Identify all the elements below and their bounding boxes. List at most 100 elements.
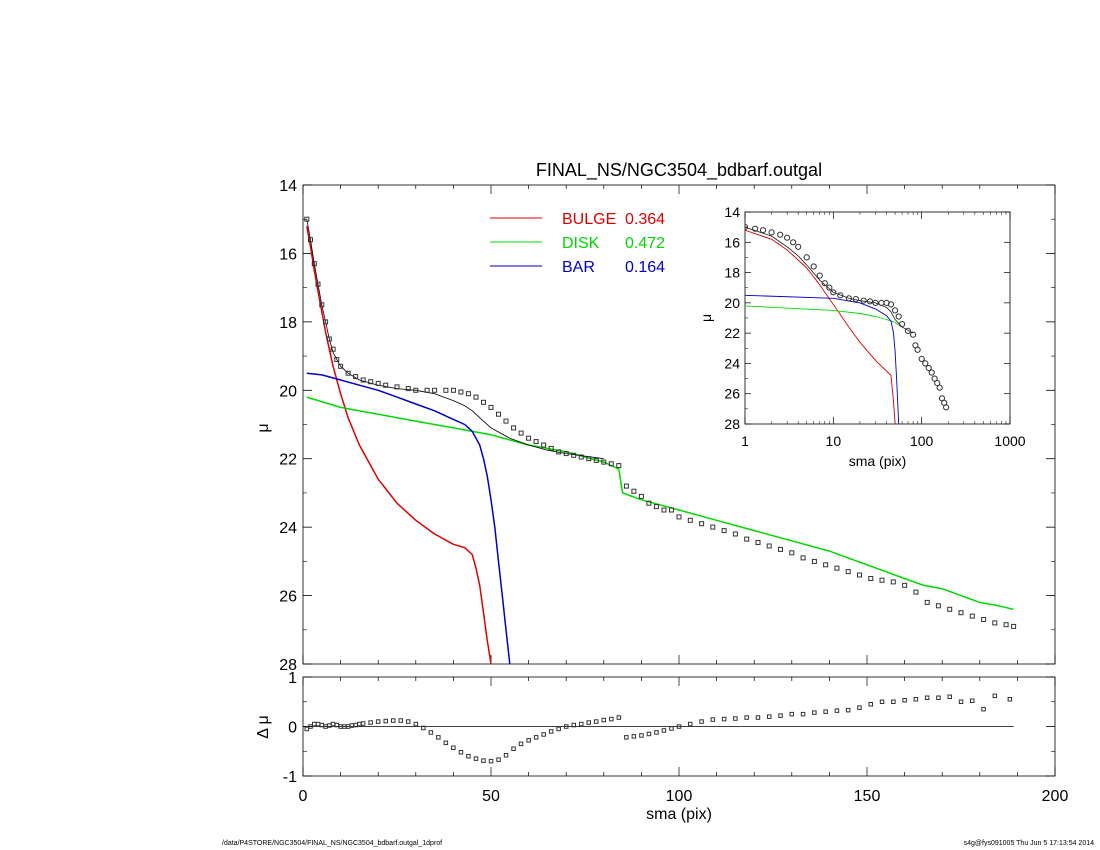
- resid-data-point: [473, 756, 479, 761]
- resid-data-point: [481, 758, 486, 763]
- inset-data-point: [852, 296, 860, 303]
- resid-data-point: [451, 745, 456, 750]
- inset-ytick-label: 20: [724, 295, 740, 311]
- resid-data-point: [936, 695, 941, 700]
- resid-data-point: [879, 699, 885, 704]
- main-data-point: [789, 550, 795, 556]
- main-ytick-label: 24: [279, 520, 297, 537]
- inset-xtick-label: 100: [910, 433, 934, 449]
- main-data-point: [465, 391, 471, 397]
- main-data-point: [413, 387, 419, 393]
- main-data-point: [623, 483, 629, 489]
- inset-ytick-label: 18: [724, 265, 740, 281]
- resid-y-axis-label: Δ μ: [255, 715, 272, 738]
- legend-bar-value: 0.164: [625, 259, 665, 276]
- main-data-point: [834, 565, 840, 571]
- resid-data-point: [443, 740, 449, 746]
- resid-data-point: [503, 753, 509, 758]
- main-disk-line: [306, 396, 1014, 611]
- main-data-point: [338, 363, 344, 369]
- main-data-point: [732, 531, 738, 537]
- resid-data-point: [688, 721, 693, 727]
- inset-data-layer: [745, 224, 950, 424]
- main-data-point: [823, 562, 829, 568]
- resid-data-point: [789, 711, 794, 717]
- resid-data-point: [330, 721, 336, 727]
- main-data-point: [405, 386, 411, 392]
- main-data-point: [304, 216, 310, 222]
- resid-data-point: [304, 726, 309, 732]
- main-data-point: [669, 507, 674, 513]
- resid-data-point: [601, 717, 606, 723]
- resid-xtick-label: 200: [1042, 788, 1069, 805]
- inset-model-line: [745, 226, 914, 334]
- resid-data-point: [1007, 697, 1013, 702]
- main-data-point: [631, 488, 637, 494]
- resid-data-point: [383, 718, 388, 724]
- resid-data-point: [458, 750, 464, 755]
- resid-data-point: [733, 716, 738, 721]
- resid-data-point: [526, 738, 531, 743]
- main-data-point: [616, 463, 622, 469]
- main-data-point: [315, 281, 321, 287]
- resid-x-axis-label: sma (pix): [646, 806, 712, 823]
- resid-data-point: [609, 716, 614, 722]
- resid-data-point: [744, 715, 749, 720]
- inset-data-point: [795, 243, 802, 250]
- inset-disk-line: [745, 305, 903, 328]
- inset-data-point: [860, 297, 867, 304]
- main-ytick-label: 22: [279, 452, 297, 469]
- resid-data-point: [315, 721, 321, 727]
- resid-data-point: [778, 713, 783, 718]
- main-data-point: [1003, 622, 1009, 628]
- main-data-point: [375, 380, 381, 386]
- resid-data-point: [586, 720, 591, 725]
- resid-data-point: [676, 724, 682, 729]
- main-data-point: [601, 459, 607, 465]
- main-data-point: [661, 507, 667, 513]
- resid-data-point: [466, 754, 471, 759]
- main-data-point: [394, 384, 400, 390]
- resid-data-point: [368, 720, 373, 725]
- resid-data-point: [624, 735, 629, 740]
- resid-data-point: [360, 721, 366, 726]
- inset-data-point: [936, 384, 943, 391]
- main-data-point: [450, 387, 456, 393]
- main-model-line: [306, 219, 604, 460]
- main-ytick-label: 14: [279, 178, 297, 195]
- inset-plot: 14 16 18 20 22 24 26 281 10 100 1000 sma (pix) μ: [698, 204, 1026, 469]
- main-data-point: [458, 389, 464, 395]
- legend-bar-label: BAR: [562, 259, 595, 276]
- main-data-point: [924, 599, 930, 605]
- main-data-point: [319, 302, 325, 308]
- main-data-point: [653, 504, 659, 510]
- inset-data-point: [910, 331, 917, 338]
- resid-xtick-label: 50: [482, 788, 500, 805]
- main-data-point: [687, 517, 693, 523]
- inset-data-point: [892, 307, 899, 314]
- main-data-point: [969, 613, 975, 619]
- main-data-point: [330, 346, 336, 352]
- main-data-point: [890, 579, 896, 585]
- inset-ytick-label: 14: [724, 204, 740, 220]
- main-data-point: [947, 606, 953, 612]
- main-data-point: [868, 576, 874, 581]
- inset-data-point: [928, 369, 935, 376]
- inset-data-point: [931, 375, 938, 382]
- timestamp-footer: s4g@fys091005 Thu Jun 5 17:13:54 2014: [963, 840, 1094, 847]
- resid-data-point: [913, 697, 919, 702]
- resid-ytick-label: 1: [288, 670, 297, 687]
- main-data-point: [334, 357, 340, 362]
- main-data-point: [699, 521, 705, 527]
- resid-data-point: [571, 722, 576, 728]
- resid-data-point: [594, 719, 599, 724]
- inset-xtick-label: 1000: [994, 433, 1025, 449]
- resid-xtick-label: 150: [854, 788, 881, 805]
- main-data-point: [473, 394, 479, 400]
- inset-data-point: [866, 298, 874, 305]
- main-ytick-label: 28: [279, 657, 297, 674]
- inset-bulge-line: [745, 229, 896, 424]
- resid-data-point: [548, 729, 554, 734]
